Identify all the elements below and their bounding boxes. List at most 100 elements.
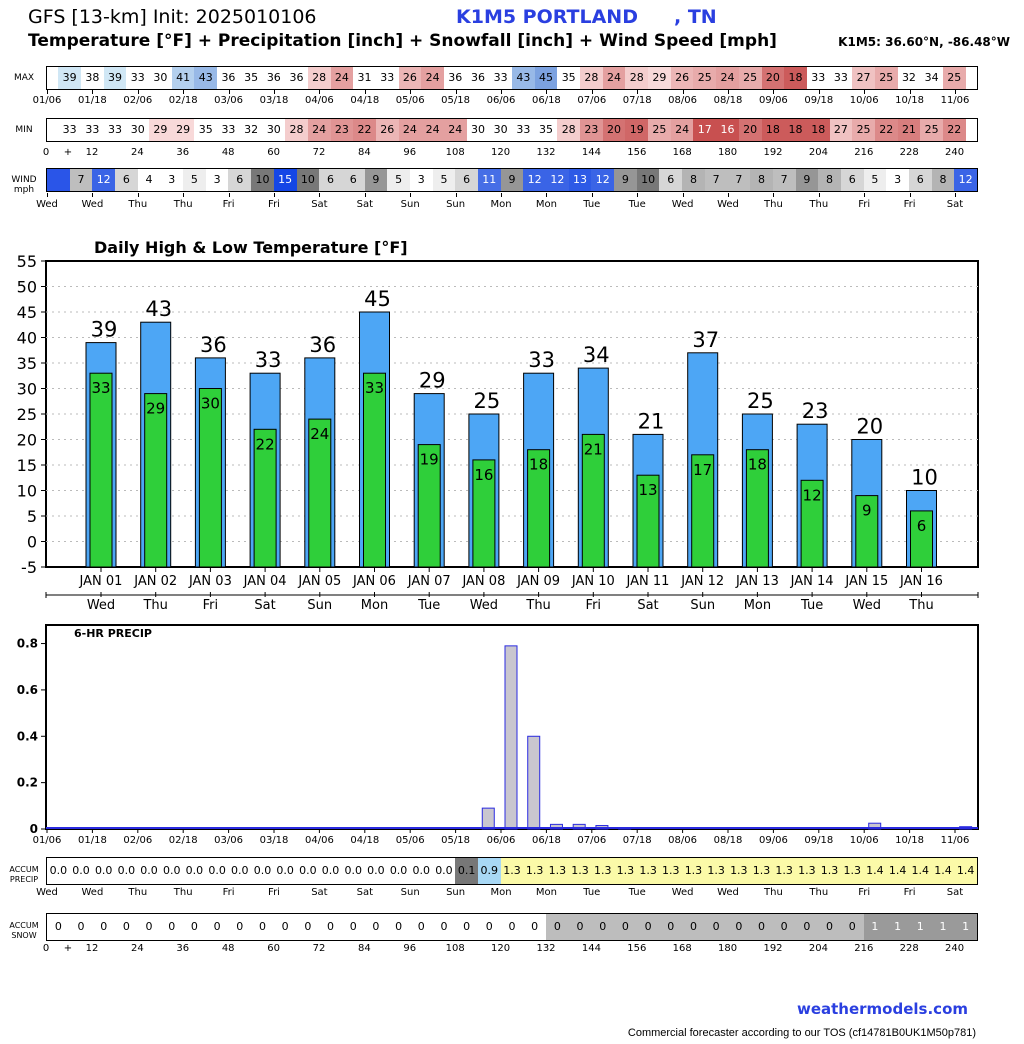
hour-tick-label: 12 — [85, 147, 99, 158]
day-tick-label: Mon — [535, 199, 557, 210]
min-temp-cell: 25 — [648, 119, 671, 141]
min-temp-cell: 21 — [897, 119, 921, 141]
date-tick-label: 09/18 — [804, 95, 834, 106]
accum-precip-label: ACCUM PRECIP — [9, 865, 39, 884]
low-temp-label: 33 — [91, 379, 110, 397]
precip-xtick-label: 07/18 — [623, 835, 652, 846]
hour-tick-label: 24 — [131, 943, 144, 954]
high-temp-label: 36 — [200, 333, 227, 357]
precip-xtick-label: 08/18 — [714, 835, 743, 846]
axis-tick-mark — [773, 193, 775, 197]
min-temp-cell: 23 — [580, 119, 603, 141]
accum-snow-cell: 0 — [568, 914, 592, 940]
accum-snow-cell: 0 — [704, 914, 728, 940]
date-tick-label: 02/06 — [123, 95, 153, 106]
wind-speed-cell: 12 — [92, 169, 116, 191]
temp-date-label: JAN 13 — [735, 574, 779, 589]
accum-precip-cell: 1.3 — [659, 858, 683, 884]
max-temp-cell: 33 — [489, 67, 512, 89]
date-tick-label: 05/06 — [395, 95, 425, 106]
accum-snow-cell: 1 — [886, 914, 909, 940]
day-tick-label: Thu — [763, 887, 783, 898]
axis-tick-mark — [47, 90, 48, 94]
hour-tick-label: 36 — [176, 147, 190, 158]
accum-snow-cell: 0 — [137, 914, 161, 940]
accum-precip-cell: 1.3 — [568, 858, 592, 884]
max-temp-cell: 39 — [58, 67, 81, 89]
hour-tick-label: 228 — [899, 943, 919, 954]
date-tick-label: 02/18 — [168, 95, 198, 106]
hour-tick-label: 72 — [312, 943, 326, 954]
temp-weekday-label: Mon — [361, 598, 388, 613]
accum-snow-cell: 0 — [772, 914, 796, 940]
date-tick-label: 04/18 — [350, 95, 380, 106]
model-title: GFS [13-km] Init: 2025010106 — [28, 6, 317, 28]
accum-precip-cell: 0.0 — [409, 858, 433, 884]
min-temp-cell: 19 — [625, 119, 649, 141]
axis-tick-mark — [364, 193, 366, 197]
axis-tick-mark — [455, 90, 457, 94]
day-tick-label: Wed — [36, 199, 58, 210]
hour-tick-label: 168 — [672, 943, 692, 954]
accum-snow-cell: 0 — [523, 914, 546, 940]
min-temp-cell: 18 — [806, 119, 830, 141]
accum-precip-cell: 0.0 — [228, 858, 252, 884]
axis-tick-mark — [501, 90, 502, 94]
axis-tick-mark — [183, 90, 185, 94]
high-temp-label: 37 — [692, 328, 719, 352]
wind-speed-cell: 6 — [908, 169, 932, 191]
axis-tick-mark — [274, 193, 275, 197]
temp-ytick-label: 30 — [17, 380, 37, 399]
axis-tick-mark — [728, 90, 729, 94]
max-temp-cell: 35 — [557, 67, 581, 89]
accum-precip-cell: 1.3 — [523, 858, 546, 884]
axis-tick-mark — [728, 193, 729, 197]
wind-speed-cell: 12 — [954, 169, 977, 191]
wind-speed-cell: 3 — [886, 169, 909, 191]
min-temp-cell: 22 — [942, 119, 966, 141]
axis-tick-mark — [773, 90, 775, 94]
day-tick-label: Wed — [81, 199, 104, 210]
temp-ytick-label: -5 — [21, 558, 37, 577]
temp-ytick-label: 5 — [27, 507, 37, 526]
temp-date-label: JAN 06 — [352, 574, 396, 589]
weathermodels-link[interactable]: weathermodels.com — [796, 1000, 968, 1018]
low-temp-label: 29 — [146, 400, 165, 418]
wind-speed-cell: 5 — [387, 169, 410, 191]
hour-tick-label: 168 — [672, 147, 692, 158]
max-temp-cell: 33 — [806, 67, 830, 89]
day-tick-label: Sun — [400, 199, 420, 210]
accum-precip-cell: 1.4 — [908, 858, 932, 884]
axis-tick-mark — [909, 90, 911, 94]
day-tick-label: Fri — [268, 887, 280, 898]
hour-tick-label: 60 — [267, 147, 280, 158]
min-temp-cell: 23 — [330, 119, 354, 141]
axis-tick-mark — [364, 90, 366, 94]
max-temp-cell: 45 — [534, 67, 558, 89]
wind-speed-cell: 6 — [455, 169, 478, 191]
min-temp-cell: 33 — [81, 119, 104, 141]
wind-speed-cell: 13 — [568, 169, 592, 191]
wind-speed-cell: 10 — [251, 169, 274, 191]
day-tick-label: Sat — [311, 887, 328, 898]
accum-snow-cell: 1 — [863, 914, 887, 940]
min-temp-cell: 18 — [761, 119, 785, 141]
axis-tick-mark — [410, 193, 412, 197]
accum-snow-cell: 0 — [636, 914, 660, 940]
temp-weekday-label: Wed — [853, 598, 881, 613]
station-id: K1M5 PORTLAND — [456, 6, 638, 28]
hour-tick-label: 0 — [42, 943, 50, 954]
wind-label: WIND mph — [11, 175, 37, 195]
axis-tick-mark — [228, 90, 230, 94]
day-tick-label: Tue — [628, 887, 646, 898]
wind-speed-cell: 7 — [704, 169, 728, 191]
hour-tick-label: 24 — [131, 147, 144, 158]
wind-speed-cell: 9 — [364, 169, 388, 191]
min-temp-cell: 22 — [353, 119, 376, 141]
axis-tick-mark — [909, 193, 911, 197]
precip-xtick-label: 01/06 — [33, 835, 62, 846]
temp-weekday-label: Sat — [254, 598, 275, 613]
hour-tick-label: 216 — [854, 943, 874, 954]
day-tick-label: Sun — [446, 887, 466, 898]
accum-precip-cell: 0.0 — [92, 858, 116, 884]
